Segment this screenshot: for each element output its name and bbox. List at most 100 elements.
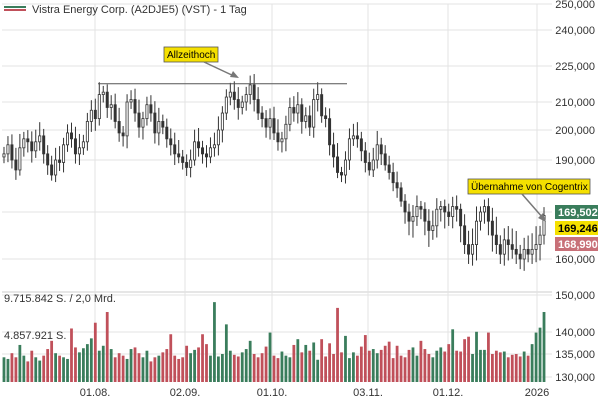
price-tick-label: 130,000 <box>555 372 595 384</box>
candle-up <box>34 141 38 152</box>
volume-bar <box>113 357 117 382</box>
candle-down <box>308 115 312 128</box>
candle-up <box>224 96 228 114</box>
volume-bar <box>14 357 18 382</box>
candle-down <box>113 104 117 122</box>
volume-bar <box>320 339 324 382</box>
candle-up <box>534 244 538 250</box>
volume-bar <box>161 352 165 382</box>
volume-bar <box>10 353 14 382</box>
volume-bar <box>332 354 335 382</box>
price-tick-label: 135,000 <box>555 349 595 361</box>
candle-up <box>85 121 89 143</box>
volume-bar <box>18 344 22 382</box>
volume-bar <box>117 353 121 382</box>
volume-bar <box>220 354 224 382</box>
candle-up <box>288 107 292 125</box>
volume-bar <box>189 353 193 382</box>
volume-bar <box>228 350 232 382</box>
candle-up <box>296 104 300 114</box>
candle-up <box>220 112 224 131</box>
annotation-acquisition: Übernahme von Cogentrix <box>467 178 591 222</box>
candle-up <box>471 244 475 255</box>
price-tick-label: 240,000 <box>555 25 595 37</box>
volume-bar <box>502 351 506 382</box>
volume-bar <box>248 340 252 382</box>
candle-up <box>66 132 70 146</box>
volume-bar <box>209 355 212 382</box>
volume-bar <box>165 349 169 382</box>
candle-up <box>89 109 93 122</box>
candle-up <box>482 206 486 213</box>
candle-down <box>332 144 336 158</box>
candle-down <box>336 156 340 173</box>
date-tick-label: 01.08. <box>80 387 111 399</box>
annotation-all-time-high-box <box>163 46 219 63</box>
volume-bar <box>300 352 304 382</box>
candle-up <box>411 216 415 222</box>
candle-down <box>30 141 34 152</box>
volume-bar <box>34 357 38 382</box>
volume-bar <box>6 358 10 382</box>
volume-bar <box>355 355 359 382</box>
candle-down <box>169 138 173 146</box>
volume-bar <box>70 328 73 382</box>
volume-bar <box>169 334 173 382</box>
candle-up <box>312 99 316 128</box>
candle-up <box>475 220 479 245</box>
candle-up <box>101 91 105 95</box>
volume-bar <box>431 357 435 382</box>
volume-bar <box>459 351 463 382</box>
candle-up <box>145 104 149 120</box>
annotation-acquisition-arrowhead <box>538 213 546 222</box>
volume-bars <box>2 302 546 382</box>
volume-bar <box>427 354 431 382</box>
volume-bar <box>391 358 395 382</box>
volume-bar <box>344 335 347 382</box>
candle-up <box>478 211 482 222</box>
volume-bar <box>522 351 526 382</box>
volume-bar <box>463 339 466 382</box>
volume-bar <box>50 340 54 382</box>
volume-bar <box>348 358 351 382</box>
candle-up <box>54 159 58 176</box>
candle-down <box>463 225 467 245</box>
candle-up <box>280 138 284 143</box>
volume-bar <box>101 345 105 382</box>
candle-down <box>260 112 264 120</box>
volume-bar <box>467 336 470 382</box>
candle-down <box>105 91 109 108</box>
candle-down <box>447 211 451 217</box>
volume-bar <box>74 347 77 382</box>
volume-bar <box>439 347 443 382</box>
candle-up <box>435 208 439 227</box>
candle-down <box>264 118 268 128</box>
candle-down <box>58 159 62 163</box>
candle-down <box>300 104 304 122</box>
candle-down <box>494 234 498 245</box>
candle-down <box>133 99 137 114</box>
price-tick-label: 150,000 <box>555 290 595 302</box>
legend: Vistra Energy Corp. (A2DJE5) (VST) - 1 T… <box>4 4 247 16</box>
candle-down <box>153 112 157 134</box>
candle-down <box>205 153 208 158</box>
candle-down <box>486 206 490 222</box>
candle-up <box>530 248 534 255</box>
volume-bar <box>324 356 328 382</box>
volume-bar <box>399 355 403 382</box>
annotation-all-time-high-label: Allzeithoch <box>167 50 215 61</box>
candle-down <box>121 132 125 137</box>
candle-up <box>212 144 216 149</box>
candle-down <box>272 118 276 134</box>
candle-up <box>431 225 435 231</box>
volume-bar <box>185 345 189 382</box>
volume-bar <box>149 361 153 382</box>
volume-bar <box>359 346 363 382</box>
candle-down <box>232 91 236 100</box>
candle-down <box>324 115 328 120</box>
volume-bar <box>542 312 546 382</box>
candle-up <box>18 147 22 171</box>
candle-up <box>244 94 248 103</box>
volume-bar <box>272 355 276 382</box>
volume-bar <box>443 351 447 382</box>
